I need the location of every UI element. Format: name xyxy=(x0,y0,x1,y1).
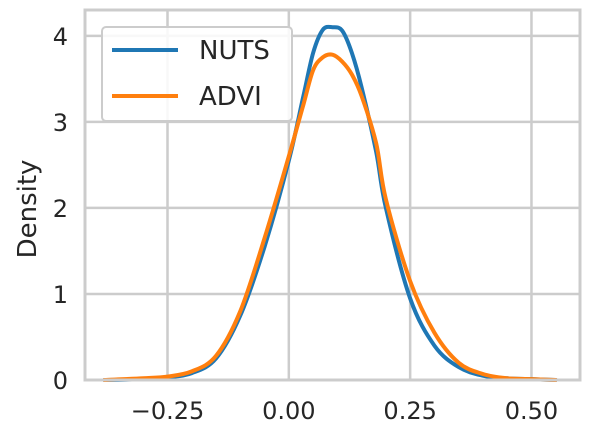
x-tick-label: 0.25 xyxy=(383,397,436,425)
y-tick-label: 3 xyxy=(53,109,68,137)
legend-label-advi: ADVI xyxy=(199,82,262,112)
y-tick-label: 4 xyxy=(53,23,68,51)
x-tick-label: 0.50 xyxy=(505,397,558,425)
legend: NUTS ADVI xyxy=(101,26,293,122)
y-tick-label: 2 xyxy=(53,195,68,223)
y-tick-label: 1 xyxy=(53,281,68,309)
plot-frame xyxy=(83,8,582,382)
y-tick-label: 0 xyxy=(53,367,68,395)
series-line-advi xyxy=(102,52,558,382)
x-tick-label: −0.25 xyxy=(131,397,205,425)
series-lines xyxy=(102,24,558,382)
x-tick-labels: −0.25 0.00 0.25 0.50 xyxy=(131,397,558,425)
legend-label-nuts: NUTS xyxy=(199,36,270,66)
y-tick-labels: 0 1 2 3 4 xyxy=(53,23,68,395)
x-tick-label: 0.00 xyxy=(262,397,315,425)
y-axis-label: Density xyxy=(13,160,43,259)
